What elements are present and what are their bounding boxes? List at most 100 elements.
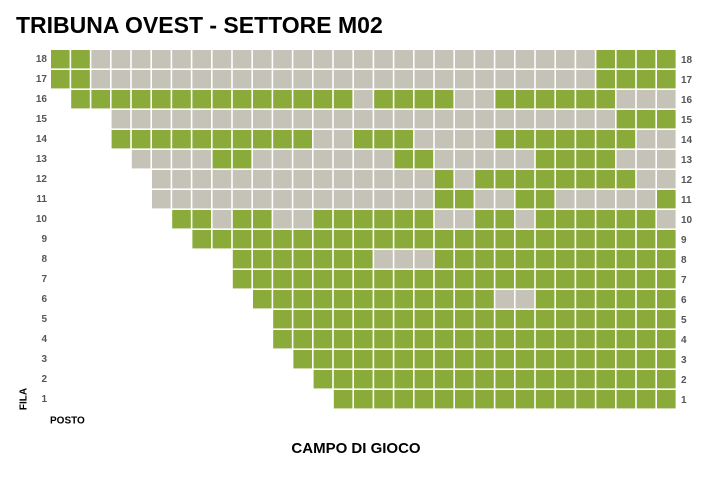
- seat: [515, 250, 535, 269]
- seat: [394, 330, 413, 349]
- seat: [475, 370, 494, 389]
- seat: [273, 250, 292, 269]
- seat: [475, 310, 494, 329]
- seat: [616, 310, 636, 329]
- seat: [273, 70, 292, 89]
- seat: [616, 370, 636, 389]
- seat: [212, 170, 232, 189]
- seat: [636, 90, 656, 109]
- seat: [495, 90, 514, 109]
- seat: [414, 50, 434, 69]
- seat: [253, 250, 272, 269]
- seat: [657, 370, 676, 389]
- seat: [394, 210, 413, 229]
- seat: [616, 330, 636, 349]
- seat: [293, 90, 312, 109]
- seat: [192, 110, 211, 129]
- seat: [596, 170, 615, 189]
- seat: [657, 230, 676, 249]
- seat: [394, 170, 413, 189]
- seat: [374, 170, 393, 189]
- seat: [616, 270, 636, 289]
- seat: [596, 110, 615, 129]
- seat: [495, 50, 514, 69]
- seat: [71, 50, 90, 69]
- seat: [576, 270, 595, 289]
- seat: [374, 50, 393, 69]
- seat: [515, 270, 535, 289]
- seat: [535, 330, 555, 349]
- seat: [515, 70, 535, 89]
- seat: [636, 130, 656, 149]
- seat: [556, 250, 575, 269]
- seat: [293, 330, 312, 349]
- seat: [636, 50, 656, 69]
- seat: [495, 370, 514, 389]
- seat: [212, 50, 232, 69]
- seat: [212, 70, 232, 89]
- seat: [616, 150, 636, 169]
- row-number: 16: [36, 94, 48, 105]
- seat: [152, 90, 171, 109]
- seat: [414, 190, 434, 209]
- seat: [354, 210, 373, 229]
- row-number: 1: [41, 394, 47, 405]
- seat: [394, 90, 413, 109]
- seat: [657, 350, 676, 369]
- seat: [475, 230, 494, 249]
- seat: [515, 190, 535, 209]
- seat: [596, 190, 615, 209]
- seat: [152, 170, 171, 189]
- seat: [455, 390, 474, 409]
- seat: [293, 270, 312, 289]
- seat: [475, 270, 494, 289]
- seat: [576, 290, 595, 309]
- seat: [535, 90, 555, 109]
- seat: [434, 150, 454, 169]
- seat: [313, 270, 333, 289]
- seat: [434, 290, 454, 309]
- row-number: 3: [681, 355, 687, 366]
- seat: [354, 390, 373, 409]
- seat: [616, 130, 636, 149]
- seat: [414, 290, 434, 309]
- row-number: 7: [681, 275, 687, 286]
- seat: [657, 310, 676, 329]
- seat: [475, 170, 494, 189]
- seat: [51, 50, 70, 69]
- seat: [596, 370, 615, 389]
- seat: [576, 190, 595, 209]
- seat: [556, 270, 575, 289]
- seat: [576, 110, 595, 129]
- seat: [354, 330, 373, 349]
- seat: [414, 110, 434, 129]
- seat: [232, 130, 252, 149]
- seat: [293, 70, 312, 89]
- seat: [354, 110, 373, 129]
- seat: [515, 390, 535, 409]
- seat: [253, 290, 272, 309]
- seat: [313, 290, 333, 309]
- seat: [616, 110, 636, 129]
- seat: [91, 50, 110, 69]
- seat: [515, 90, 535, 109]
- row-number: 4: [681, 335, 687, 346]
- seat: [495, 70, 514, 89]
- seat: [293, 230, 312, 249]
- seat: [253, 70, 272, 89]
- seat: [495, 170, 514, 189]
- seat: [657, 130, 676, 149]
- seat: [616, 70, 636, 89]
- seat: [152, 110, 171, 129]
- seat: [596, 350, 615, 369]
- seat: [495, 210, 514, 229]
- seat: [535, 350, 555, 369]
- seat: [535, 70, 555, 89]
- seat: [596, 230, 615, 249]
- seat: [131, 150, 151, 169]
- seat: [576, 150, 595, 169]
- seat: [414, 350, 434, 369]
- seat: [313, 370, 333, 389]
- seat: [657, 290, 676, 309]
- seat: [253, 210, 272, 229]
